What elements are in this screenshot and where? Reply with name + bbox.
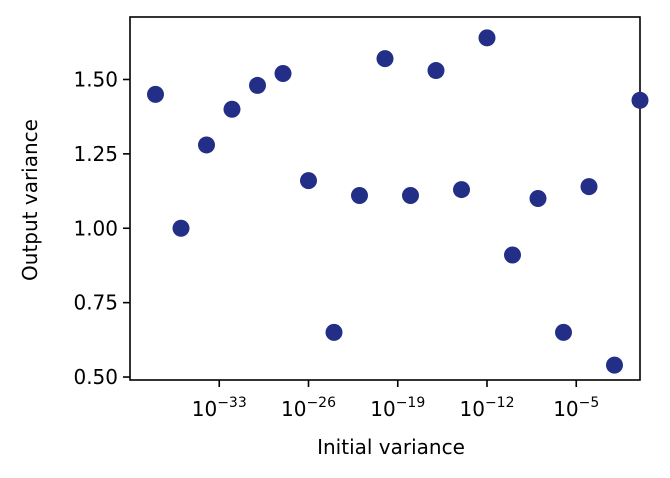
data-point — [580, 178, 598, 196]
data-point — [223, 100, 241, 118]
data-point — [478, 29, 496, 47]
data-point — [351, 187, 368, 205]
data-point — [376, 50, 394, 68]
data-point — [529, 190, 547, 207]
data-point — [249, 76, 266, 94]
y-tick-label: 1.00 — [73, 216, 118, 240]
data-point — [325, 323, 343, 341]
y-axis-title: Output variance — [18, 119, 42, 281]
y-axis: 0.50 0.75 1.00 1.25 1.50 — [73, 67, 130, 389]
data-point — [198, 136, 215, 154]
x-tick-exponent: −26 — [306, 395, 336, 411]
data-point — [606, 356, 623, 374]
x-tick-label: 10−19 — [370, 395, 425, 421]
data-point — [427, 62, 445, 80]
data-point — [147, 85, 164, 103]
x-tick-label: 10−12 — [460, 395, 515, 421]
plot-area — [129, 16, 641, 381]
x-tick-label: 10−33 — [192, 395, 247, 421]
y-tick-label: 1.50 — [73, 67, 118, 91]
x-tick-exponent: −12 — [485, 395, 515, 411]
data-points — [147, 29, 649, 374]
data-point — [631, 91, 649, 109]
x-tick-exponent: −19 — [396, 395, 426, 411]
x-tick-label: 10−26 — [281, 395, 336, 421]
x-tick-base: 10 — [553, 397, 578, 421]
data-point — [453, 181, 470, 199]
data-point — [274, 65, 292, 83]
x-tick-base: 10 — [370, 397, 395, 421]
x-tick-exponent: −33 — [217, 395, 247, 411]
data-point — [504, 246, 521, 264]
x-axis: 10−33 10−26 10−19 10−12 10−5 — [192, 380, 599, 421]
y-tick-label: 1.25 — [73, 142, 118, 166]
y-tick-label: 0.75 — [73, 291, 118, 315]
x-tick-label: 10−5 — [553, 395, 599, 421]
data-point — [402, 187, 419, 205]
data-point — [172, 219, 190, 237]
y-tick-label: 0.50 — [73, 365, 118, 389]
x-tick-exponent: −5 — [579, 395, 600, 411]
data-point — [300, 172, 317, 190]
x-tick-base: 10 — [460, 397, 485, 421]
x-tick-base: 10 — [281, 397, 306, 421]
x-axis-title: Initial variance — [317, 435, 465, 459]
data-point — [555, 323, 572, 341]
x-tick-base: 10 — [192, 397, 217, 421]
